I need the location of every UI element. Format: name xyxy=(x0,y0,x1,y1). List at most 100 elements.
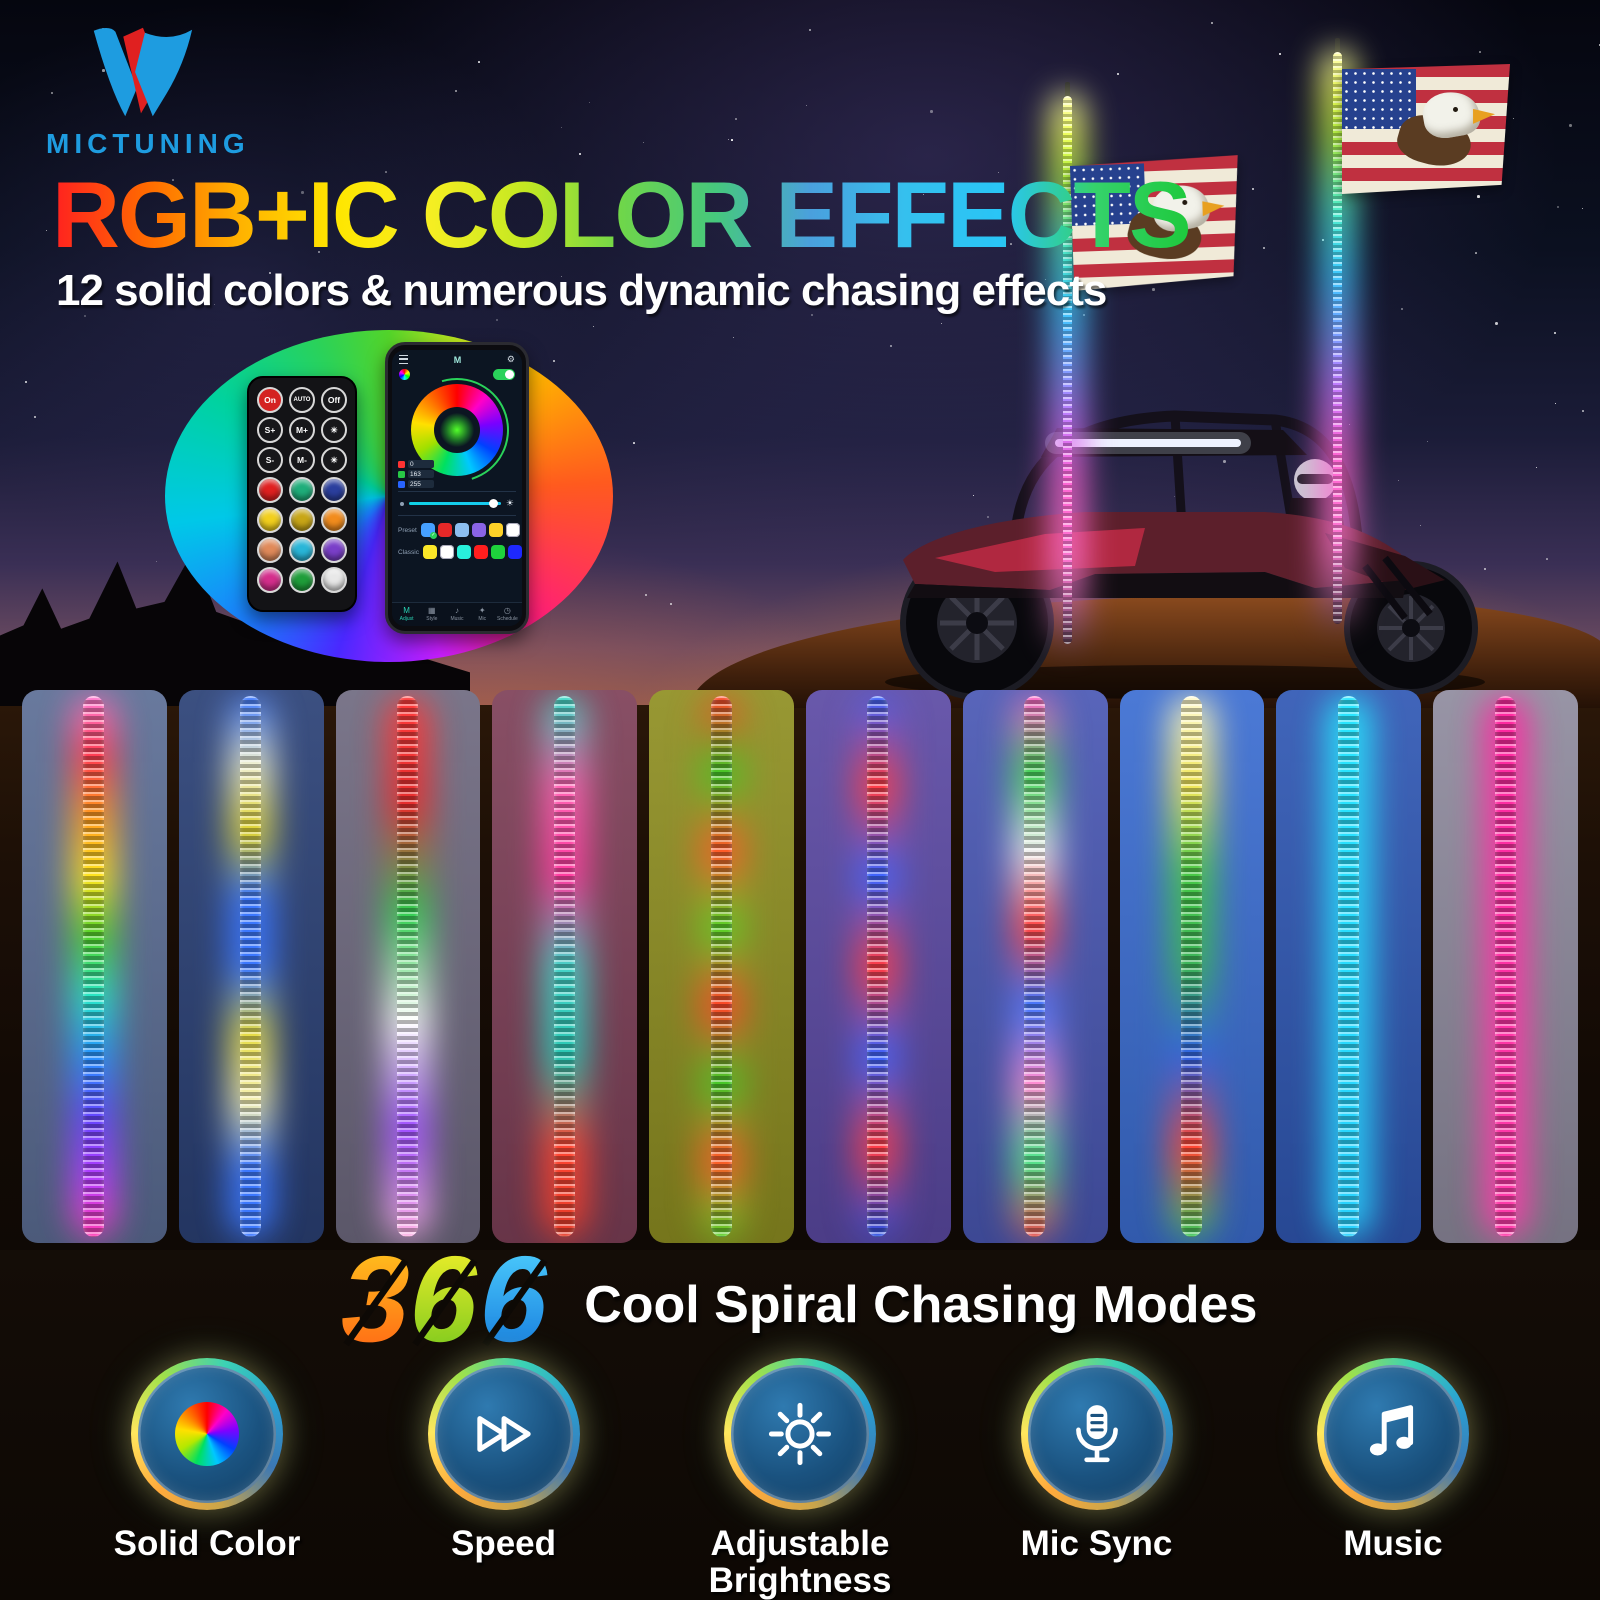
color-swatch xyxy=(490,545,505,559)
led-panel-red-green-white-purple xyxy=(335,690,481,1243)
star xyxy=(728,139,729,140)
star xyxy=(1554,332,1557,335)
microphone-icon xyxy=(1075,1405,1118,1463)
star xyxy=(735,118,737,120)
feature-ring xyxy=(1317,1358,1469,1510)
star xyxy=(1263,247,1266,250)
star xyxy=(1010,243,1012,245)
feature-adjustable-brightness: Adjustable Brightness xyxy=(675,1358,925,1600)
star xyxy=(645,594,648,597)
digit-slash xyxy=(483,1258,549,1347)
star xyxy=(1477,195,1480,198)
star xyxy=(450,240,453,243)
preset-swatches: ✓ xyxy=(420,523,520,539)
star xyxy=(643,142,645,144)
color-swatch xyxy=(471,523,486,537)
star xyxy=(440,198,442,200)
slider-min-dot xyxy=(400,501,404,506)
music-note-icon xyxy=(1369,1405,1414,1456)
star xyxy=(1252,188,1255,191)
whip-light xyxy=(396,696,418,1237)
led-panel-rainbow-chase xyxy=(22,690,167,1243)
star xyxy=(809,29,811,31)
remote-color-button xyxy=(257,477,283,503)
american-eagle-flag xyxy=(1342,64,1510,194)
star xyxy=(1279,53,1282,56)
rgb-row-b: 255 xyxy=(398,480,434,488)
digit-slash xyxy=(343,1258,409,1347)
smartphone-app: M ⚙ 0 163 255 ☀ xyxy=(385,342,529,634)
feature-music: Music xyxy=(1268,1358,1518,1600)
eagle-beak xyxy=(1473,108,1496,124)
star xyxy=(1427,441,1428,442)
whip-light xyxy=(553,696,575,1237)
feature-label: Mic Sync xyxy=(1020,1524,1173,1563)
page-title: RGB+IC COLOR EFFECTS xyxy=(52,162,1192,267)
nav-tab-adjust: M Adjust xyxy=(394,606,419,622)
led-panel-yellow-green-blue-red xyxy=(1119,690,1265,1243)
eagle-beak xyxy=(1202,200,1225,216)
color-swatch xyxy=(422,545,437,559)
slider-track xyxy=(409,499,501,508)
app-nav-bar: M Adjust ▦ Style ♪ Music ✦ Mic ◷ Schedule xyxy=(392,602,522,626)
star xyxy=(318,251,320,253)
whip-light xyxy=(710,696,732,1237)
nav-tab-label: Music xyxy=(450,616,464,622)
star xyxy=(1420,525,1422,527)
star xyxy=(428,220,431,223)
whip-tip xyxy=(1065,82,1070,98)
feature-circle xyxy=(434,1365,573,1503)
rgb-value: 0 xyxy=(408,460,434,468)
music-icon: ♪ xyxy=(455,606,459,615)
remote-control: On AUTO Off S+ M+ ☀ S- M- ☀ xyxy=(247,376,357,612)
nav-tab-label: Adjust xyxy=(399,616,414,622)
star xyxy=(579,153,582,156)
m-logo-icon: M xyxy=(403,606,410,615)
color-swatch xyxy=(473,545,488,559)
color-swatch xyxy=(505,523,520,537)
led-panel-blue-yellow-chase xyxy=(178,690,324,1243)
star xyxy=(815,241,818,244)
color-wheel-picker: 0 163 255 xyxy=(392,382,522,488)
brightness-up-icon: ☀ xyxy=(321,417,347,443)
remote-mode-up-button: M+ xyxy=(289,417,315,443)
divider xyxy=(398,491,516,492)
check-icon: ✓ xyxy=(429,532,437,539)
feature-label: Solid Color xyxy=(113,1524,301,1563)
nav-tab-schedule: ◷ Schedule xyxy=(495,606,520,622)
nav-tab-mic: ✦ Mic xyxy=(470,606,495,622)
star xyxy=(46,230,48,232)
rgb-swatch xyxy=(398,460,405,468)
feature-circle xyxy=(138,1365,276,1503)
brightness-down-icon: ☀ xyxy=(321,447,347,473)
modes-number: 366 xyxy=(331,1231,563,1367)
brightness-slider: ☀ xyxy=(392,495,522,512)
app-mode-row xyxy=(392,367,522,382)
classic-label: Classic xyxy=(398,548,419,556)
whip-light xyxy=(1180,696,1202,1237)
feature-circle xyxy=(1027,1365,1166,1503)
star xyxy=(731,139,733,141)
star xyxy=(269,272,271,274)
grid-icon: ▦ xyxy=(428,606,436,615)
star xyxy=(1582,410,1584,412)
feature-ring xyxy=(1020,1358,1173,1510)
remote-speed-up-button: S+ xyxy=(257,417,283,443)
feature-circle xyxy=(731,1365,869,1503)
led-mode-panels xyxy=(22,690,1578,1243)
feature-row: Solid Color Speed Adjustable Brightness Mic… xyxy=(0,1358,1600,1600)
star xyxy=(301,191,304,194)
color-wheel-icon xyxy=(399,369,410,380)
star xyxy=(670,603,672,605)
star xyxy=(1582,208,1584,210)
classic-row: Classic xyxy=(392,541,522,563)
preset-label: Preset xyxy=(398,526,417,534)
led-panel-teal-pink-red-chase xyxy=(492,690,638,1243)
star xyxy=(496,319,499,322)
color-swatch xyxy=(456,545,471,559)
star xyxy=(214,304,216,306)
brightness-icon xyxy=(768,1402,832,1466)
nav-tab-style: ▦ Style xyxy=(419,606,444,622)
brand-logo: MICTUNING xyxy=(46,24,266,160)
clock-icon: ◷ xyxy=(503,606,511,615)
